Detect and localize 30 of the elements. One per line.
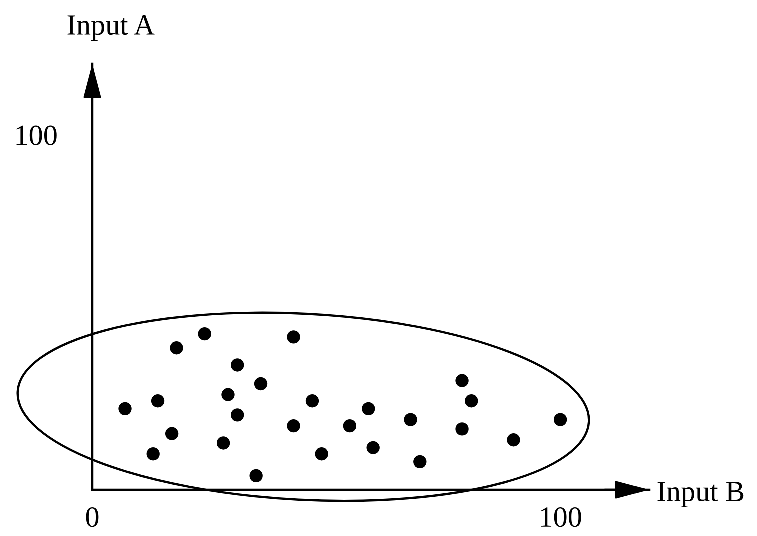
point bbox=[366, 441, 380, 454]
point bbox=[507, 434, 520, 447]
point bbox=[456, 422, 469, 436]
point bbox=[404, 413, 418, 426]
point bbox=[414, 455, 427, 469]
point bbox=[231, 408, 244, 422]
point bbox=[306, 394, 320, 408]
point bbox=[554, 413, 568, 426]
point bbox=[456, 374, 469, 388]
point bbox=[151, 394, 165, 408]
point bbox=[165, 427, 179, 440]
point bbox=[146, 448, 160, 461]
point bbox=[287, 419, 300, 433]
point bbox=[287, 330, 300, 344]
point bbox=[198, 327, 212, 341]
point bbox=[118, 402, 132, 416]
x-tick-label: 0 bbox=[86, 508, 99, 528]
point bbox=[170, 342, 184, 355]
point bbox=[222, 388, 235, 402]
point bbox=[254, 377, 268, 391]
text: Input A bbox=[68, 16, 155, 42]
point bbox=[216, 436, 230, 450]
point bbox=[362, 402, 376, 416]
point bbox=[315, 448, 328, 461]
text: 100 bbox=[16, 126, 57, 146]
x-axis-title: Input B bbox=[658, 482, 744, 508]
point bbox=[231, 358, 244, 372]
point bbox=[250, 469, 263, 483]
point bbox=[343, 419, 357, 433]
point bbox=[465, 394, 478, 408]
